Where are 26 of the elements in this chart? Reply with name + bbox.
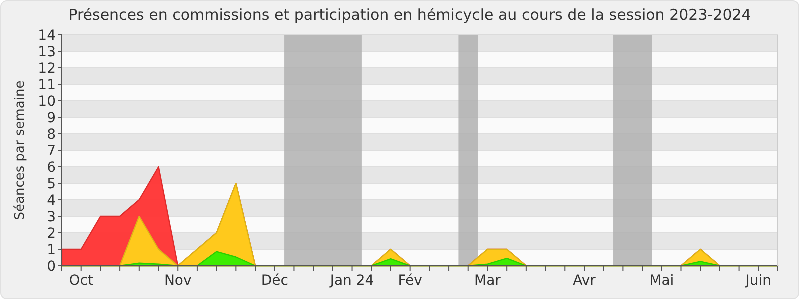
x-tick-label: Mar: [474, 273, 502, 289]
x-tick-label: Fév: [398, 273, 422, 289]
y-tick-label: 10: [38, 94, 56, 110]
y-tick-label: 14: [38, 28, 56, 44]
y-tick-label: 1: [47, 242, 56, 258]
chart-title: Présences en commissions et participation en hémicycle au cours de la session 2023-2024: [68, 6, 752, 24]
x-tick-label: Avr: [573, 273, 596, 289]
y-tick-label: 12: [38, 61, 56, 77]
y-tick-label: 7: [47, 144, 56, 160]
x-tick-label: Juin: [744, 273, 772, 289]
x-tick-label: Nov: [164, 273, 192, 289]
y-tick-label: 4: [47, 193, 56, 209]
x-tick-label: Déc: [261, 273, 288, 289]
x-tick-label: Jan 24: [329, 273, 374, 289]
y-tick-label: 11: [38, 78, 56, 94]
y-axis-title: Séances par semaine: [13, 80, 28, 220]
y-tick-label: 5: [47, 176, 56, 192]
y-tick-label: 13: [38, 44, 56, 60]
x-tick-label: Mai: [650, 273, 674, 289]
y-tick-label: 3: [47, 210, 56, 226]
y-tick-label: 0: [47, 259, 56, 275]
y-tick-label: 6: [47, 160, 56, 176]
y-tick-label: 8: [47, 127, 56, 143]
y-tick-label: 2: [47, 226, 56, 242]
x-tick-label: Oct: [69, 273, 94, 289]
y-tick-label: 9: [47, 110, 56, 126]
